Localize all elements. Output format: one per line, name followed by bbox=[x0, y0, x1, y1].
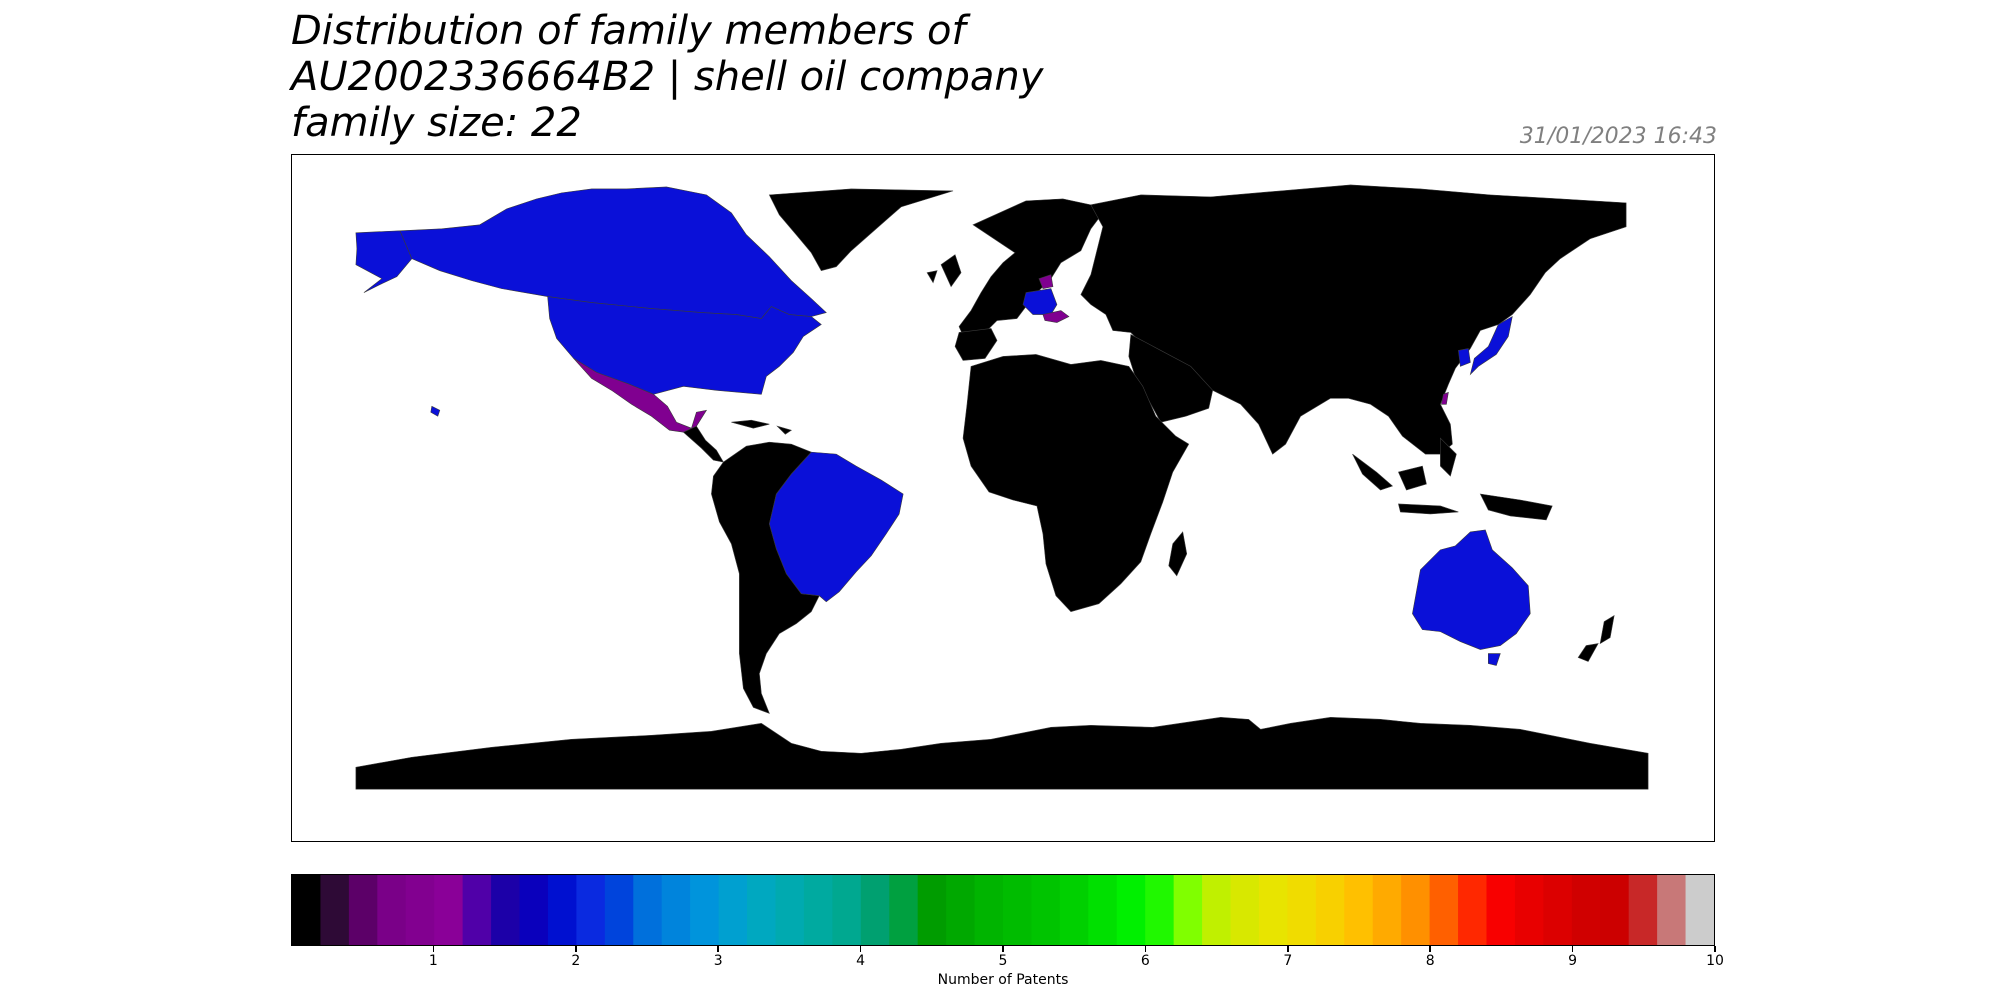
region-hawaii bbox=[431, 406, 440, 416]
region-iberia bbox=[955, 328, 997, 360]
colorbar-swatch bbox=[349, 875, 378, 945]
region-germany bbox=[1023, 289, 1057, 315]
chart-title: Distribution of family members of AU2002… bbox=[291, 8, 1043, 146]
colorbar-tick-label: 4 bbox=[841, 953, 881, 969]
colorbar-swatch bbox=[719, 875, 748, 945]
colorbar-swatch bbox=[690, 875, 719, 945]
colorbar-svg bbox=[292, 875, 1714, 945]
colorbar-swatch bbox=[1174, 875, 1203, 945]
colorbar-swatch bbox=[1458, 875, 1487, 945]
colorbar-swatch bbox=[775, 875, 804, 945]
colorbar-swatch bbox=[1287, 875, 1316, 945]
colorbar-tick-mark bbox=[1714, 946, 1716, 952]
colorbar-swatch bbox=[1373, 875, 1402, 945]
colorbar-swatch bbox=[1572, 875, 1601, 945]
world-map bbox=[291, 154, 1715, 842]
colorbar-swatch bbox=[520, 875, 549, 945]
colorbar-label: Number of Patents bbox=[291, 972, 1715, 988]
colorbar-swatch bbox=[633, 875, 662, 945]
colorbar-swatch bbox=[747, 875, 776, 945]
colorbar-swatch bbox=[1117, 875, 1146, 945]
colorbar-swatch bbox=[804, 875, 833, 945]
colorbar-swatch bbox=[1231, 875, 1260, 945]
colorbar-swatch bbox=[975, 875, 1004, 945]
colorbar-swatch bbox=[1515, 875, 1544, 945]
colorbar-swatch bbox=[662, 875, 691, 945]
colorbar-swatch bbox=[889, 875, 918, 945]
region-australia bbox=[1412, 530, 1530, 650]
colorbar-tick-label: 9 bbox=[1553, 953, 1593, 969]
colorbar-swatch bbox=[1629, 875, 1658, 945]
colorbar-swatch bbox=[320, 875, 349, 945]
region-antarctica bbox=[356, 717, 1648, 789]
colorbar-swatch bbox=[1316, 875, 1345, 945]
colorbar-swatch bbox=[377, 875, 406, 945]
colorbar-swatch bbox=[1543, 875, 1572, 945]
colorbar-tick-label: 5 bbox=[983, 953, 1023, 969]
colorbar bbox=[291, 874, 1715, 946]
title-line-3: family size: 22 bbox=[291, 100, 1043, 146]
colorbar-swatch bbox=[463, 875, 492, 945]
colorbar-swatch bbox=[1060, 875, 1089, 945]
timestamp: 31/01/2023 16:43 bbox=[1520, 124, 1717, 149]
colorbar-swatch bbox=[1486, 875, 1515, 945]
colorbar-ticks: 12345678910 bbox=[291, 946, 1715, 970]
colorbar-swatch bbox=[1088, 875, 1117, 945]
colorbar-tick-mark bbox=[433, 946, 435, 952]
colorbar-swatch bbox=[946, 875, 975, 945]
colorbar-swatch bbox=[1657, 875, 1686, 945]
region-central-america bbox=[683, 426, 723, 462]
colorbar-swatch bbox=[1430, 875, 1459, 945]
region-united-states bbox=[548, 297, 822, 395]
region-canada bbox=[400, 187, 826, 319]
colorbar-tick-label: 3 bbox=[698, 953, 738, 969]
region-madagascar bbox=[1169, 532, 1187, 576]
colorbar-swatch bbox=[1259, 875, 1288, 945]
title-line-1: Distribution of family members of bbox=[291, 8, 1043, 54]
colorbar-tick-label: 1 bbox=[413, 953, 453, 969]
colorbar-swatch bbox=[1686, 875, 1714, 945]
colorbar-swatch bbox=[861, 875, 890, 945]
colorbar-swatch bbox=[832, 875, 861, 945]
colorbar-tick-mark bbox=[1002, 946, 1004, 952]
region-caribbean bbox=[731, 420, 791, 434]
region-south-korea bbox=[1458, 348, 1470, 366]
colorbar-tick-mark bbox=[1145, 946, 1147, 952]
region-europe bbox=[959, 199, 1103, 343]
colorbar-swatch bbox=[576, 875, 605, 945]
region-tasmania bbox=[1488, 654, 1500, 666]
colorbar-tick-label: 6 bbox=[1125, 953, 1165, 969]
colorbar-tick-mark bbox=[717, 946, 719, 952]
colorbar-swatch bbox=[605, 875, 634, 945]
colorbar-tick-mark bbox=[575, 946, 577, 952]
region-uk bbox=[927, 255, 961, 287]
colorbar-swatch bbox=[491, 875, 520, 945]
colorbar-swatch bbox=[1202, 875, 1231, 945]
colorbar-swatch bbox=[406, 875, 435, 945]
colorbar-swatch bbox=[918, 875, 947, 945]
colorbar-tick-mark bbox=[860, 946, 862, 952]
colorbar-swatch bbox=[1401, 875, 1430, 945]
colorbar-swatch bbox=[434, 875, 463, 945]
colorbar-swatch bbox=[1344, 875, 1373, 945]
colorbar-tick-label: 8 bbox=[1410, 953, 1450, 969]
title-line-2: AU2002336664B2 | shell oil company bbox=[291, 54, 1043, 100]
colorbar-tick-label: 10 bbox=[1695, 953, 1735, 969]
colorbar-swatch bbox=[548, 875, 577, 945]
region-new-zealand bbox=[1578, 616, 1614, 662]
colorbar-tick-label: 2 bbox=[556, 953, 596, 969]
colorbar-tick-label: 7 bbox=[1268, 953, 1308, 969]
colorbar-tick-mark bbox=[1572, 946, 1574, 952]
colorbar-swatch bbox=[292, 875, 321, 945]
world-map-svg bbox=[292, 155, 1714, 841]
colorbar-swatch bbox=[1031, 875, 1060, 945]
colorbar-swatch bbox=[1600, 875, 1629, 945]
colorbar-swatch bbox=[1145, 875, 1174, 945]
colorbar-tick-mark bbox=[1287, 946, 1289, 952]
region-greenland bbox=[769, 189, 953, 271]
region-southeast-asia-islands bbox=[1353, 438, 1553, 520]
colorbar-tick-mark bbox=[1429, 946, 1431, 952]
colorbar-swatch bbox=[1003, 875, 1032, 945]
region-alaska bbox=[356, 231, 412, 293]
